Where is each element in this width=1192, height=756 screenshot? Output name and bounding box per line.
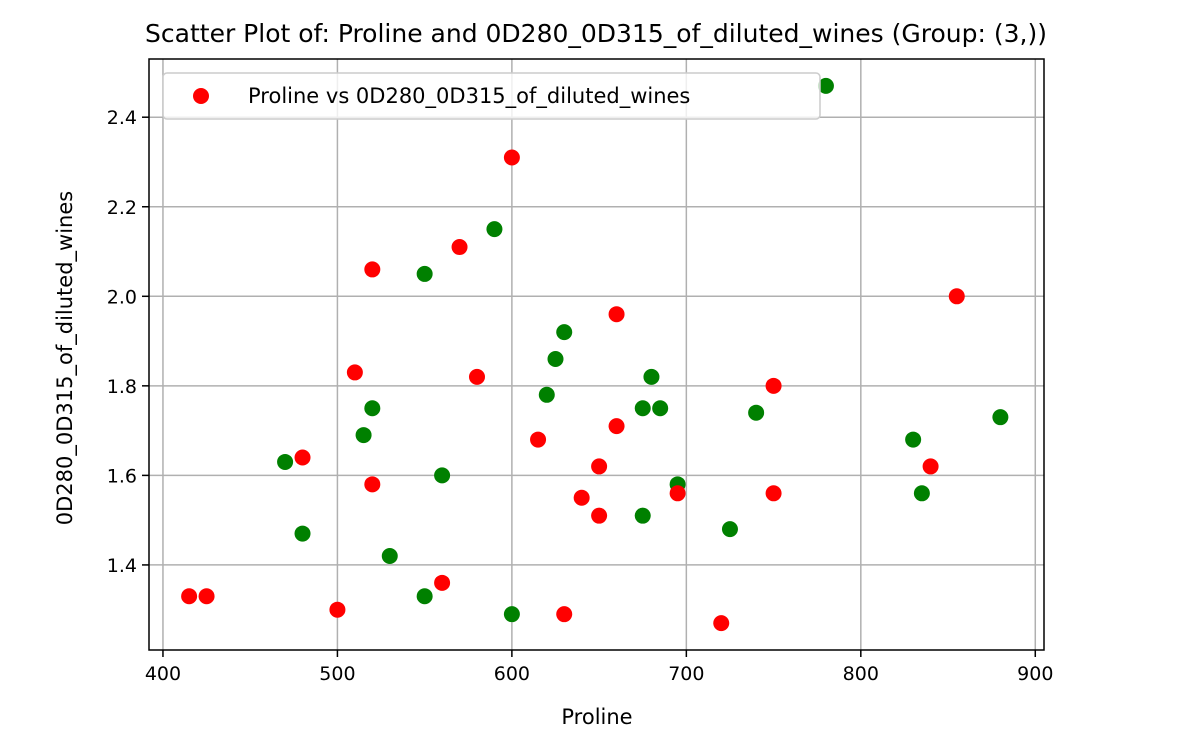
scatter-point [608, 418, 625, 435]
x-tick-label: 700 [668, 663, 704, 685]
y-tick-label: 2.4 [107, 107, 137, 129]
y-tick-label: 1.8 [107, 376, 137, 398]
scatter-point [669, 485, 686, 502]
legend: Proline vs 0D280_0D315_of_diluted_wines [162, 72, 821, 120]
scatter-point [416, 588, 433, 605]
x-tick-label: 800 [843, 663, 879, 685]
scatter-point [905, 431, 922, 448]
x-axis-label: Proline [561, 705, 632, 729]
scatter-point [652, 400, 669, 417]
scatter-point [591, 458, 608, 475]
scatter-point [765, 485, 782, 502]
y-tick-label: 2.2 [107, 197, 137, 219]
scatter-point [434, 574, 451, 591]
scatter-point [364, 261, 381, 278]
scatter-point [948, 288, 965, 305]
scatter-point [355, 427, 372, 444]
scatter-point [913, 485, 930, 502]
scatter-point [434, 467, 451, 484]
scatter-point [198, 588, 215, 605]
scatter-point [364, 476, 381, 493]
y-axis-label: 0D280_0D315_of_diluted_wines [53, 191, 78, 525]
scatter-point [503, 149, 520, 166]
x-tick-label: 400 [145, 663, 181, 685]
scatter-point [294, 525, 311, 542]
y-tick-label: 1.4 [107, 555, 137, 577]
scatter-point [556, 606, 573, 623]
scatter-point [468, 368, 485, 385]
scatter-point [608, 306, 625, 323]
scatter-point [538, 386, 555, 403]
scatter-point [922, 458, 939, 475]
axis-ticks: 400 500 600 700 800 900 1.4 1.6 1.8 2.0 2.2 2.4 [107, 107, 1054, 685]
scatter-point [346, 364, 363, 381]
scatter-point [416, 265, 433, 282]
scatter-point [713, 615, 730, 632]
scatter-point [992, 409, 1009, 426]
legend-marker [193, 88, 209, 104]
y-tick-label: 2.0 [107, 286, 137, 308]
scatter-point [181, 588, 198, 605]
scatter-point [329, 601, 346, 618]
scatter-point [277, 453, 294, 470]
scatter-point [721, 521, 738, 538]
scatter-point [547, 350, 564, 367]
scatter-point [486, 221, 503, 238]
y-tick-label: 1.6 [107, 465, 137, 487]
scatter-point [364, 400, 381, 417]
chart-title: Scatter Plot of: Proline and 0D280_0D315… [145, 19, 1047, 48]
scatter-point [503, 606, 520, 623]
scatter-point [765, 377, 782, 394]
plot-frame [148, 58, 1045, 651]
scatter-point [573, 489, 590, 506]
scatter-point [381, 547, 398, 564]
scatter-point [643, 368, 660, 385]
scatter-point [451, 239, 468, 256]
scatter-point [817, 77, 834, 94]
scatter-point [748, 404, 765, 421]
legend-box [162, 72, 821, 120]
x-tick-label: 900 [1017, 663, 1053, 685]
data-points [181, 77, 1009, 632]
x-tick-label: 500 [319, 663, 355, 685]
scatter-point [556, 324, 573, 341]
scatter-point [530, 431, 547, 448]
scatter-point [634, 400, 651, 417]
scatter-point [591, 507, 608, 524]
scatter-point [634, 507, 651, 524]
legend-label: Proline vs 0D280_0D315_of_diluted_wines [248, 84, 690, 109]
x-tick-label: 600 [494, 663, 530, 685]
scatter-point [294, 449, 311, 466]
